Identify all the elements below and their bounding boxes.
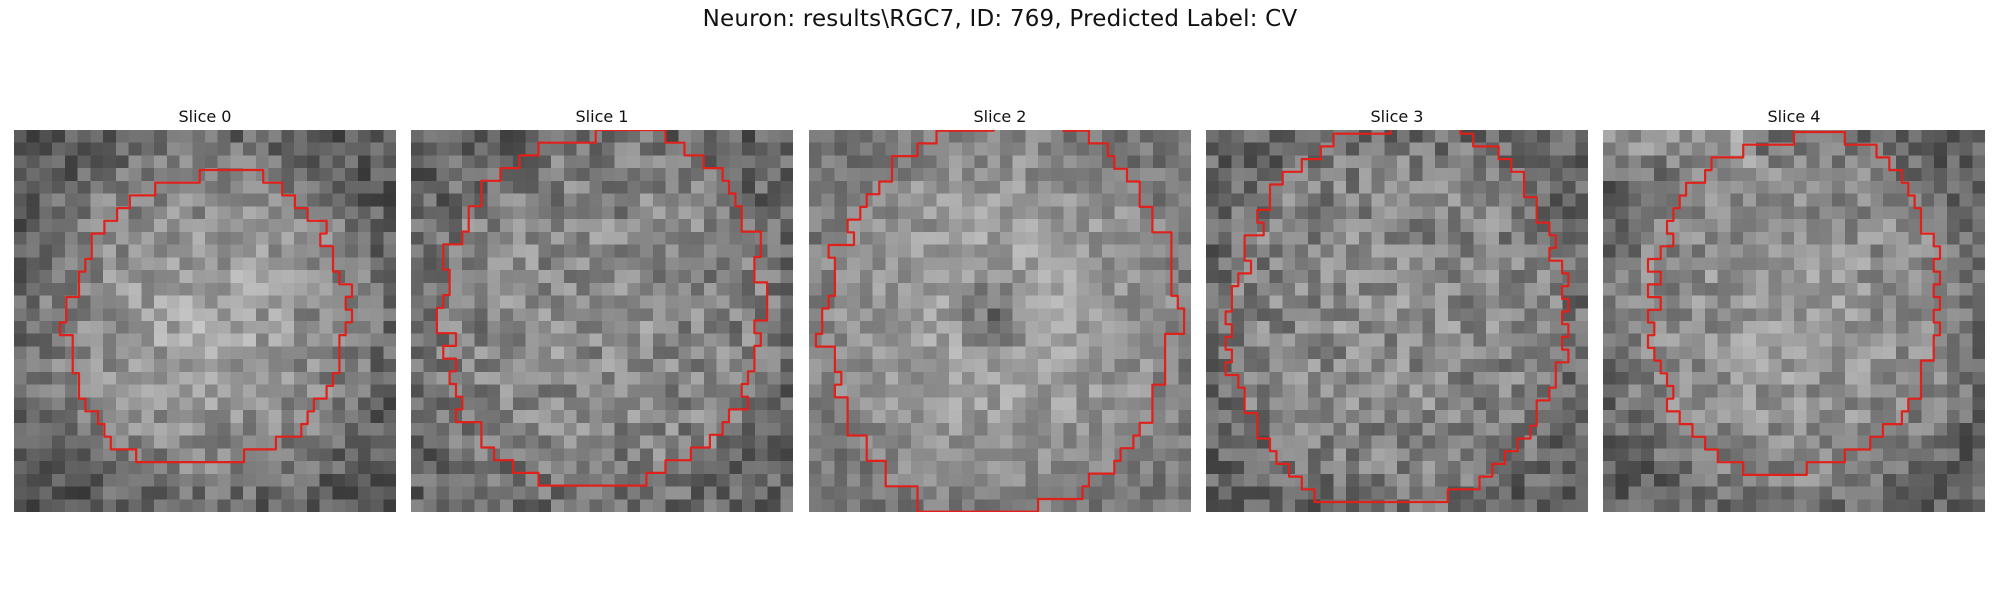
slice-panel-2: Slice 2: [809, 104, 1191, 512]
slice-image-0: [14, 130, 396, 512]
slice-image-wrap-3: [1206, 130, 1588, 512]
cell-contour-4: [1646, 130, 1942, 476]
slice-panel-4: Slice 4: [1603, 104, 1985, 512]
slice-title-1: Slice 1: [575, 107, 629, 126]
slice-image-wrap-2: [809, 130, 1191, 512]
cell-boundary-line: [1646, 130, 1942, 476]
slice-image-wrap-4: [1603, 130, 1985, 512]
slice-panel-0: Slice 0: [14, 104, 396, 512]
cell-contour-2: [814, 130, 1186, 512]
slice-title-0: Slice 0: [178, 107, 232, 126]
slice-panel-1: Slice 1: [411, 104, 793, 512]
cell-contour-1: [435, 130, 769, 487]
cell-boundary-line: [1224, 130, 1570, 504]
cell-boundary-line: [814, 130, 1186, 512]
cell-boundary-line: [435, 130, 769, 487]
cell-contour-3: [1224, 130, 1570, 504]
cell-contour-0: [58, 168, 354, 464]
slice-image-wrap-1: [411, 130, 793, 512]
slice-title-3: Slice 3: [1370, 107, 1424, 126]
slice-image-wrap-0: [14, 130, 396, 512]
slice-title-2: Slice 2: [973, 107, 1027, 126]
slice-title-4: Slice 4: [1767, 107, 1821, 126]
slice-panel-3: Slice 3: [1206, 104, 1588, 512]
slice-image-4: [1603, 130, 1985, 512]
figure-title: Neuron: results\RGC7, ID: 769, Predicted…: [702, 6, 1298, 32]
cell-boundary-line: [58, 168, 354, 464]
